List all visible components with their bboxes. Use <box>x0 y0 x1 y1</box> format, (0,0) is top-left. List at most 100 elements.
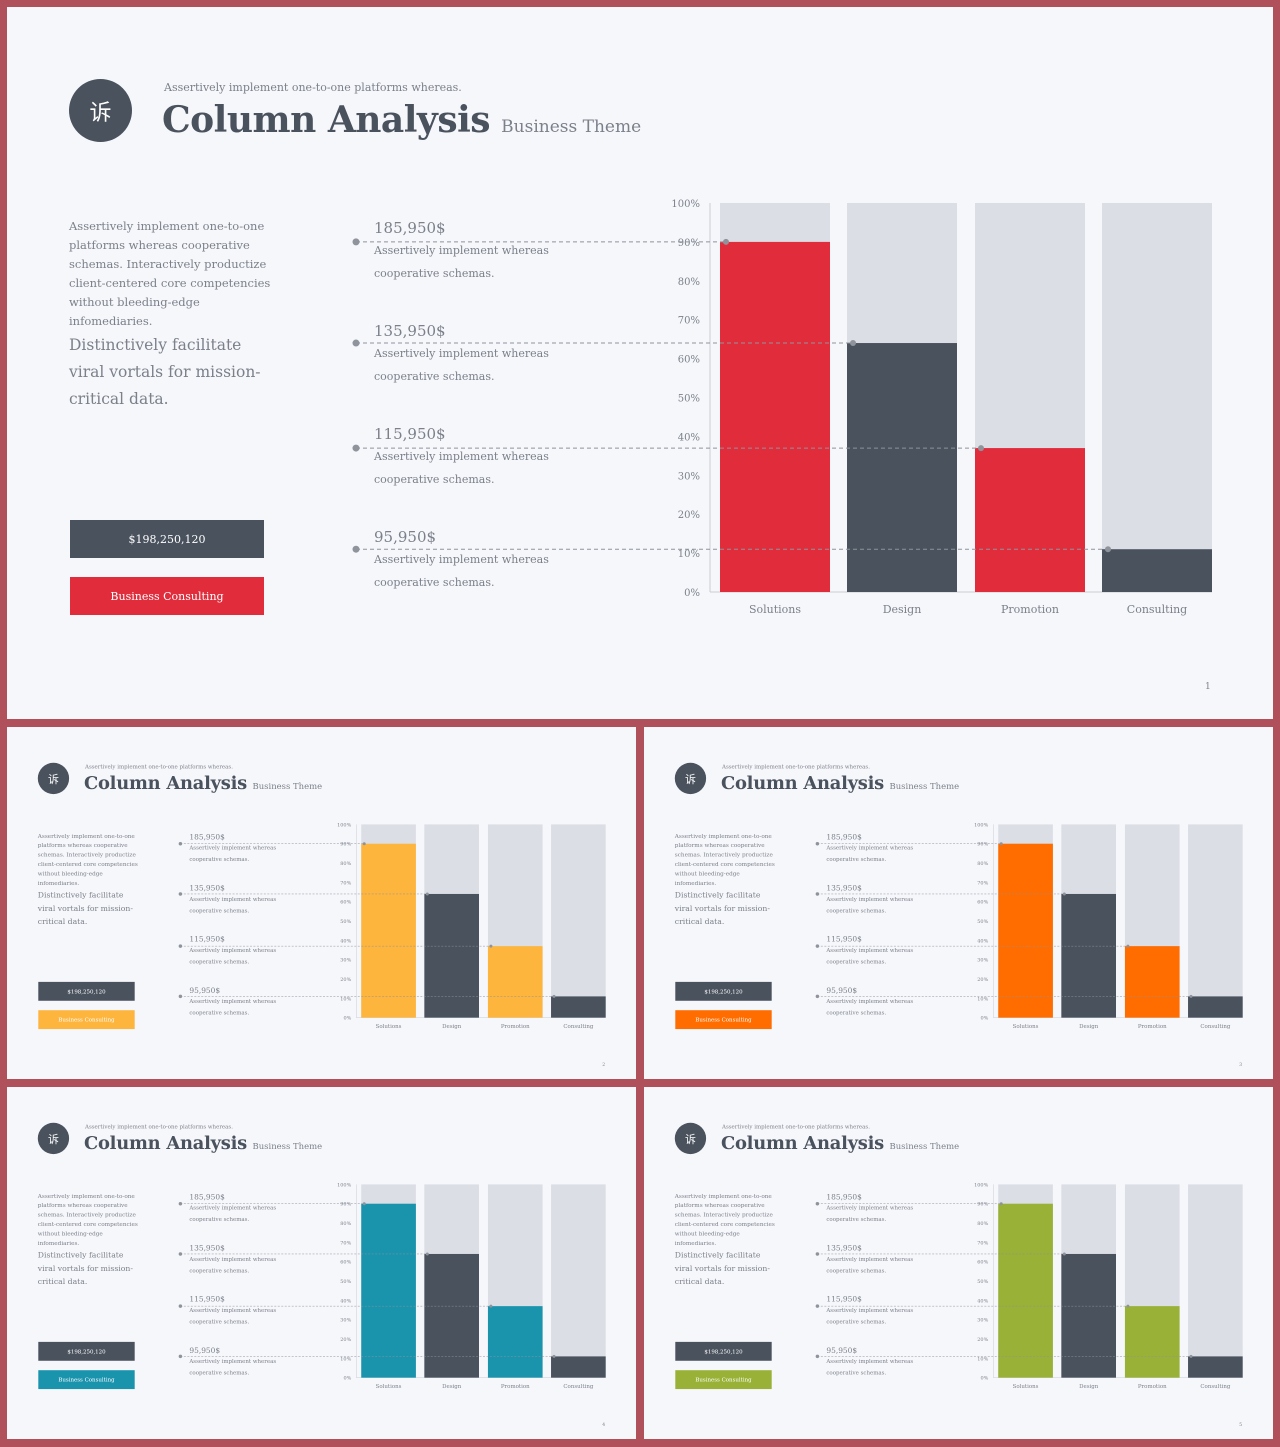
business-consulting-button[interactable]: Business Consulting <box>70 577 264 615</box>
connector-dot-end <box>1189 994 1193 998</box>
y-tick-label: 10% <box>340 1356 351 1362</box>
value-description: Assertively implement whereas cooperativ… <box>826 1358 914 1377</box>
connector-dot-end <box>978 445 984 452</box>
bar-solutions <box>361 843 416 1018</box>
page-title: Column Analysis <box>721 772 885 794</box>
y-tick-label: 0% <box>980 1016 988 1022</box>
business-consulting-button[interactable]: Business Consulting <box>675 1370 772 1390</box>
value-item: 115,950$ Assertively implement whereas co… <box>189 1295 308 1328</box>
y-tick-label: 90% <box>340 1202 351 1208</box>
highlight-text: Distinctively facilitate viral vortals f… <box>37 1250 133 1287</box>
y-tick-label: 60% <box>977 1260 988 1266</box>
intro-text: Assertively implement one-to-one platfor… <box>674 1192 775 1247</box>
column-chart: 0% 10% 20% 30% 40% 50% 60% 70% 80% 90% 100% Solutio… <box>178 822 606 1030</box>
y-tick-label: 30% <box>340 958 351 964</box>
connector-dot-start <box>178 841 183 846</box>
bar-consulting <box>1188 996 1243 1018</box>
y-tick-label: 40% <box>977 938 988 944</box>
total-value-button[interactable]: $198,250,120 <box>38 1341 135 1361</box>
bar-background-consulting <box>551 1184 606 1378</box>
value-item: 95,950$ Assertively implement whereas coo… <box>374 528 614 594</box>
y-tick-label: 100% <box>337 1182 351 1188</box>
slide-1: 诉 Assertively implement one-to-one platf… <box>7 7 1273 719</box>
value-amount: 95,950$ <box>374 528 437 546</box>
bar-promotion <box>1124 946 1180 1018</box>
title-row: Column Analysis Business Theme <box>84 773 322 794</box>
value-amount: 135,950$ <box>826 1243 862 1253</box>
y-tick-label: 10% <box>340 996 351 1002</box>
x-tick-label: Consulting <box>1200 1384 1230 1390</box>
bar-consulting <box>551 996 606 1018</box>
value-amount: 115,950$ <box>374 425 446 443</box>
page-subtitle: Business Theme <box>889 781 960 792</box>
business-consulting-button[interactable]: Business Consulting <box>675 1010 772 1030</box>
value-item: 115,950$ Assertively implement whereas co… <box>826 935 945 968</box>
value-description: Assertively implement whereas cooperativ… <box>189 844 277 863</box>
y-tick-label: 80% <box>678 277 700 288</box>
connector-dot-start <box>815 944 820 948</box>
total-value-button[interactable]: $198,250,120 <box>38 981 135 1001</box>
x-tick-label: Design <box>883 603 922 616</box>
connector-dot-start <box>178 944 183 948</box>
tagline: Assertively implement one-to-one platfor… <box>85 763 233 771</box>
tagline: Assertively implement one-to-one platfor… <box>164 81 462 94</box>
y-tick-label: 30% <box>678 471 700 482</box>
y-tick-label: 40% <box>340 1298 351 1304</box>
y-tick-label: 50% <box>977 1279 988 1285</box>
slide-content: 诉 Assertively implement one-to-one platf… <box>7 727 636 1079</box>
y-tick-label: 90% <box>977 842 988 848</box>
total-value-button[interactable]: $198,250,120 <box>675 981 772 1001</box>
y-tick-label: 20% <box>977 1337 988 1343</box>
page-subtitle: Business Theme <box>252 1141 323 1152</box>
value-amount: 185,950$ <box>189 832 225 842</box>
value-description: Assertively implement whereas cooperativ… <box>374 244 549 280</box>
x-tick-label: Promotion <box>501 1024 530 1030</box>
bar-design <box>1061 1253 1116 1378</box>
page-title: Column Analysis <box>84 1132 248 1154</box>
business-consulting-button[interactable]: Business Consulting <box>38 1010 135 1030</box>
value-item: 95,950$ Assertively implement whereas coo… <box>826 986 945 1019</box>
logo-glyph: 诉 <box>684 1133 696 1146</box>
value-description: Assertively implement whereas cooperativ… <box>189 895 277 914</box>
total-value-button[interactable]: $198,250,120 <box>70 520 264 558</box>
business-consulting-button[interactable]: Business Consulting <box>38 1370 135 1390</box>
logo-badge: 诉 <box>674 1122 707 1155</box>
value-item: 95,950$ Assertively implement whereas coo… <box>826 1346 945 1379</box>
slide-content: 诉 Assertively implement one-to-one platf… <box>7 1087 636 1439</box>
connector-dot-start <box>815 1201 820 1206</box>
total-value-button[interactable]: $198,250,120 <box>675 1341 772 1361</box>
y-tick-label: 90% <box>678 238 700 249</box>
connector-dot-end <box>999 842 1003 846</box>
bar-background-consulting <box>1102 203 1212 592</box>
bar-consulting <box>551 1356 606 1378</box>
y-tick-label: 100% <box>974 1182 988 1188</box>
page-title: Column Analysis <box>162 99 491 141</box>
connector-dot-end <box>1126 944 1130 948</box>
y-tick-label: 60% <box>678 355 700 366</box>
y-tick-label: 20% <box>678 510 700 521</box>
y-tick-label: 70% <box>340 1240 351 1246</box>
y-tick-label: 90% <box>977 1202 988 1208</box>
y-tick-label: 80% <box>340 1221 351 1227</box>
highlight-text: Distinctively facilitate viral vortals f… <box>674 1250 770 1287</box>
x-tick-label: Promotion <box>501 1384 530 1390</box>
value-description: Assertively implement whereas cooperativ… <box>189 947 277 965</box>
y-tick-label: 0% <box>343 1376 351 1382</box>
logo-badge: 诉 <box>37 762 70 795</box>
y-tick-label: 40% <box>340 938 351 944</box>
value-item: 185,950$ Assertively implement whereas co… <box>826 832 945 865</box>
value-amount: 135,950$ <box>189 1243 225 1253</box>
bar-promotion <box>1124 1306 1180 1378</box>
connector-dot-end <box>425 1252 429 1256</box>
connector-dot-end <box>552 994 556 998</box>
logo-glyph: 诉 <box>47 773 59 786</box>
x-tick-label: Consulting <box>1127 603 1187 616</box>
value-item: 135,950$ Assertively implement whereas co… <box>826 1244 945 1277</box>
bar-solutions <box>720 241 830 592</box>
connector-dot-end <box>1062 892 1066 896</box>
y-tick-label: 100% <box>974 822 988 828</box>
connector-dot-end <box>1105 546 1111 553</box>
page-number: 2 <box>602 1062 606 1068</box>
x-tick-label: Solutions <box>1013 1384 1039 1390</box>
connector-dot-end <box>1189 1354 1193 1358</box>
